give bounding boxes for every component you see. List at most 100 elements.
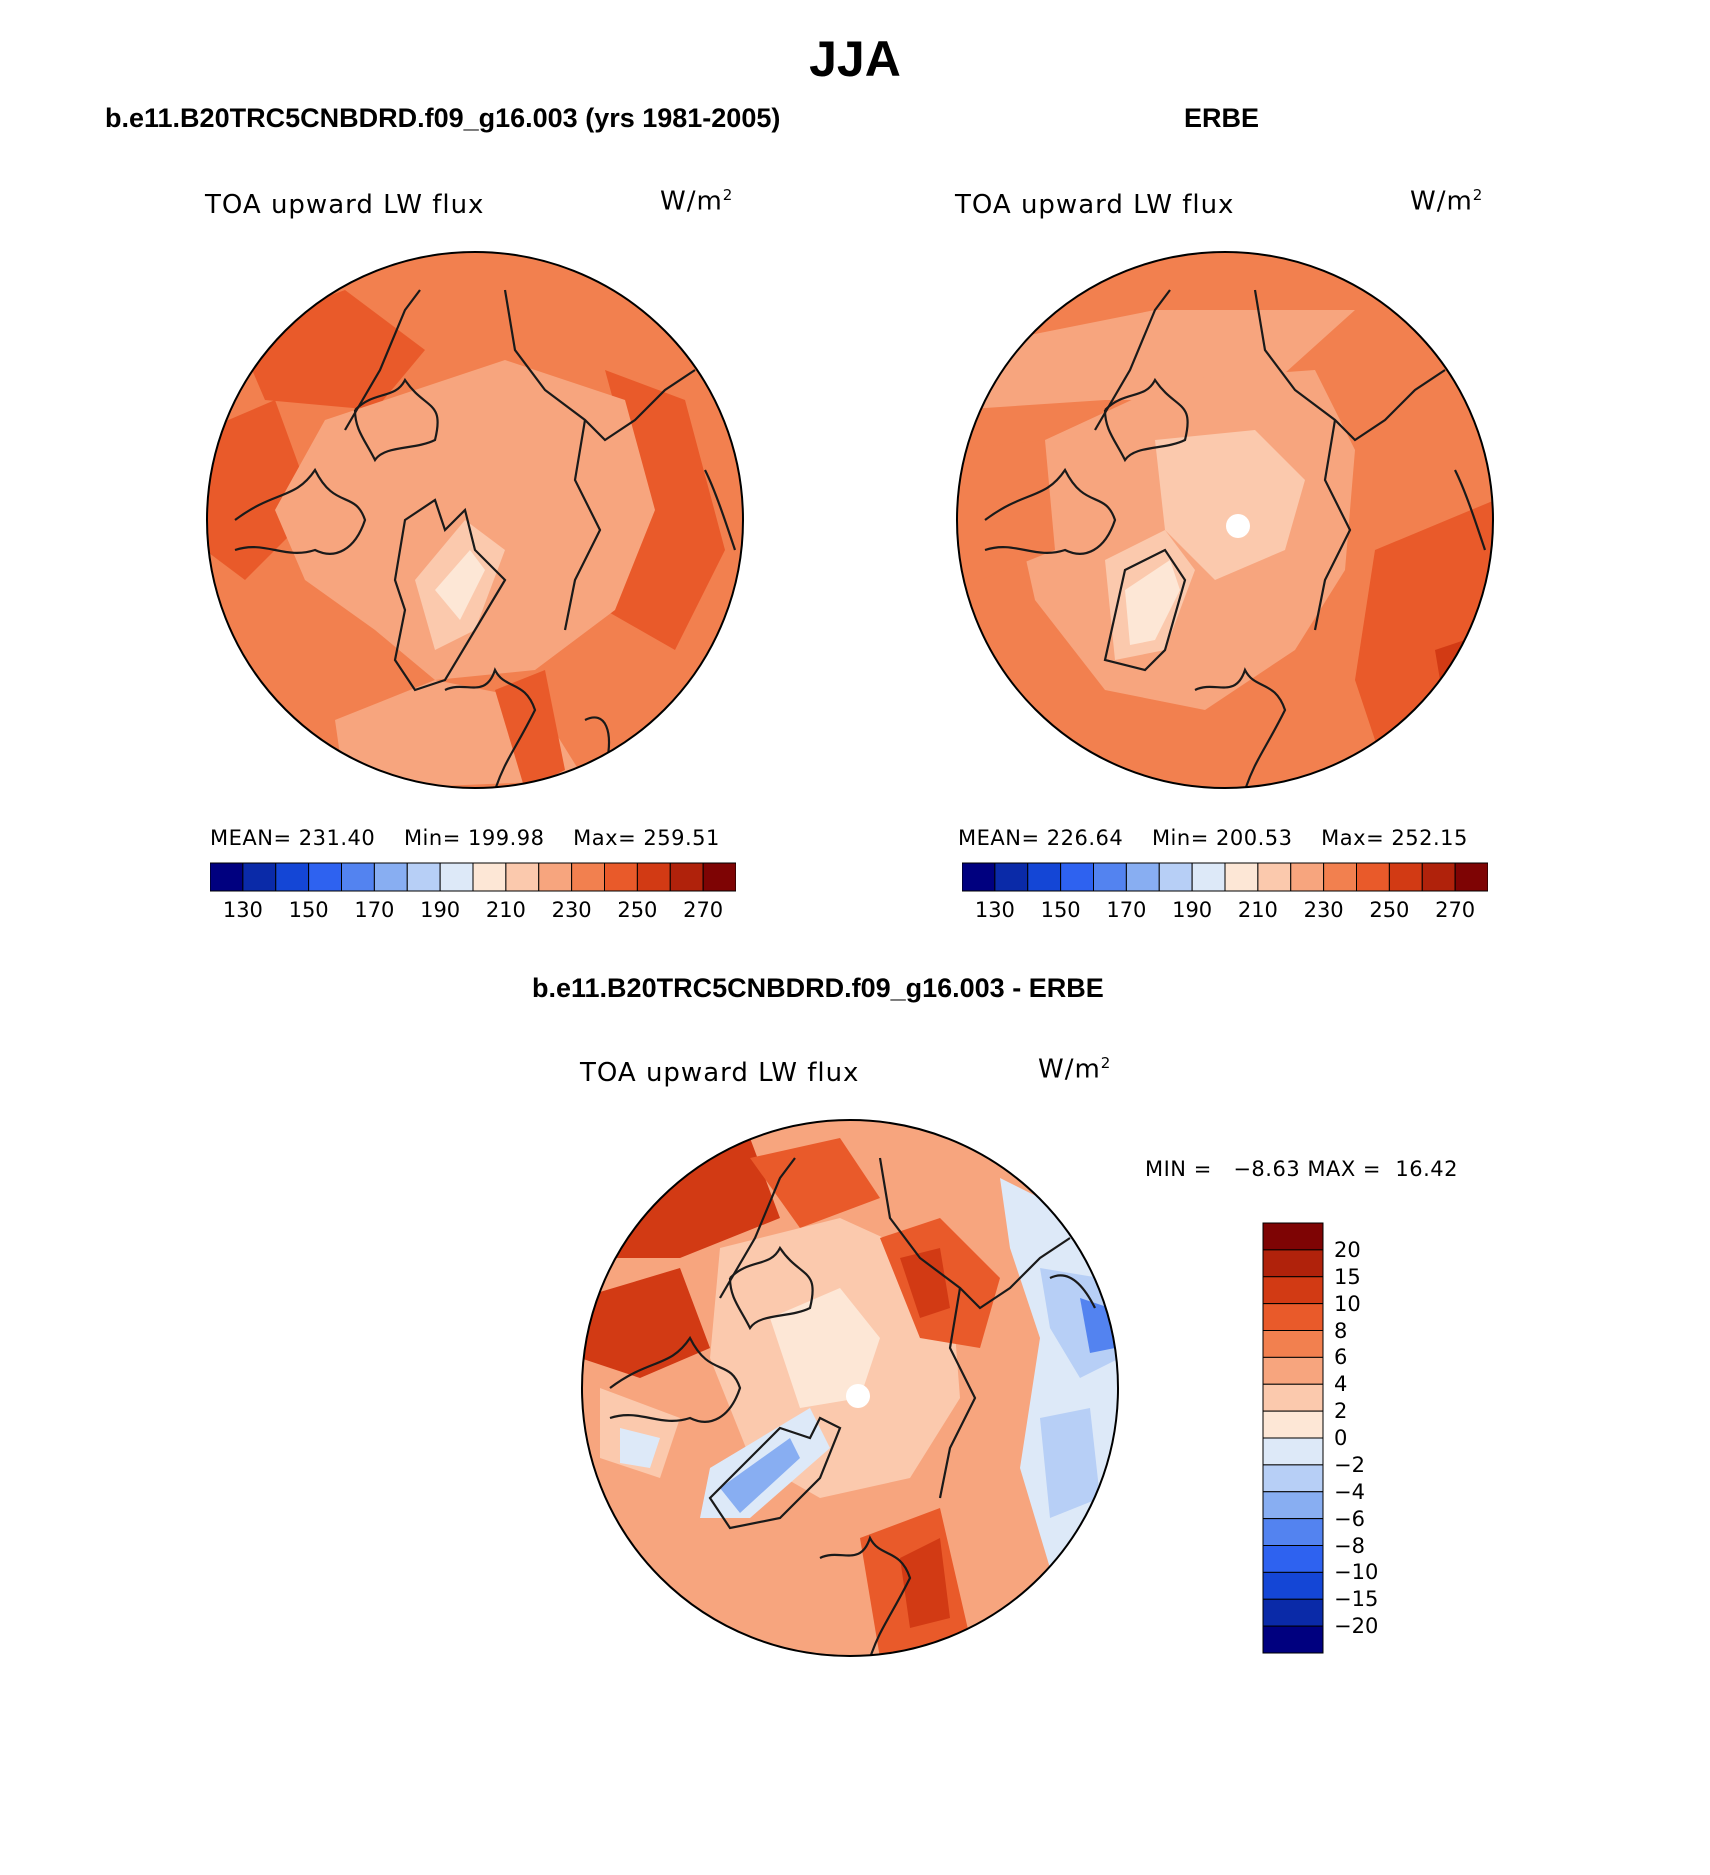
colorbar-swatch (1262, 1464, 1324, 1493)
colorbar-swatch (1262, 1356, 1324, 1385)
colorbar-tick-label: −8 (1334, 1533, 1365, 1558)
colorbar-swatch (1257, 862, 1292, 892)
colorbar-swatch (439, 862, 474, 892)
colorbar-swatch (1421, 862, 1456, 892)
panel-model-mean: 231.40 (298, 826, 376, 850)
colorbar-swatch (1262, 1491, 1324, 1520)
colorbar-tick-label: 130 (222, 898, 263, 922)
colorbar-swatch (1262, 1625, 1324, 1654)
colorbar-swatch (1262, 1571, 1324, 1600)
colorbar-tick-label: 8 (1334, 1318, 1348, 1343)
panel-diff-stats: MIN = −8.63 MAX = 16.42 (1145, 1157, 1459, 1181)
colorbar-swatch (636, 862, 671, 892)
colorbar-swatch (1262, 1598, 1324, 1627)
colorbar-swatch (1224, 862, 1259, 892)
colorbar-swatch (604, 862, 638, 892)
panel-model-units: W/m2 (660, 186, 734, 217)
colorbar-tick-label: −20 (1334, 1614, 1379, 1639)
colorbar-tick-label: −15 (1334, 1587, 1379, 1612)
panel-model-variable-label: TOA upward LW flux (205, 190, 485, 220)
colorbar-swatch (1027, 862, 1062, 892)
colorbar-tick-label: −10 (1334, 1560, 1379, 1585)
colorbar-tick-label: 270 (683, 898, 724, 922)
colorbar-swatch (994, 862, 1029, 892)
colorbar-tick-label: 6 (1334, 1345, 1348, 1370)
colorbar-swatch (1454, 862, 1488, 892)
panel-diff-max: 16.42 (1395, 1157, 1459, 1181)
colorbar-swatch (1262, 1545, 1324, 1573)
panel-obs-mean: 226.64 (1046, 826, 1124, 850)
colorbar-tick-label: 230 (1303, 898, 1344, 922)
panel-diff-colorbar (1262, 1222, 1324, 1654)
colorbar-swatch (1191, 862, 1226, 892)
colorbar-swatch (1158, 862, 1193, 892)
panel-obs-header: ERBE (1184, 103, 1260, 133)
panel-diff-variable-label: TOA upward LW flux (580, 1058, 860, 1088)
colorbar-swatch (669, 862, 704, 892)
colorbar-swatch (1262, 1518, 1324, 1547)
colorbar-tick-label: 10 (1334, 1291, 1361, 1316)
colorbar-swatch (1262, 1303, 1324, 1332)
colorbar-swatch (373, 862, 408, 892)
colorbar-tick-label: 250 (1369, 898, 1410, 922)
colorbar-swatch (1262, 1249, 1324, 1278)
colorbar-swatch (1093, 862, 1127, 892)
colorbar-tick-label: 190 (1172, 898, 1213, 922)
colorbar-swatch (1323, 862, 1358, 892)
colorbar-tick-label: 150 (1040, 898, 1081, 922)
colorbar-tick-label: 210 (1237, 898, 1278, 922)
colorbar-tick-label: −6 (1334, 1506, 1365, 1531)
panel-model-map (206, 251, 744, 789)
panel-model-colorbar (210, 862, 736, 892)
panel-obs-units: W/m2 (1410, 186, 1484, 217)
colorbar-tick-label: 170 (1106, 898, 1147, 922)
panel-obs-stats: MEAN= 226.64 Min= 200.53 Max= 252.15 (958, 826, 1468, 850)
colorbar-tick-label: 210 (485, 898, 526, 922)
panel-model-min: 199.98 (467, 826, 545, 850)
colorbar-swatch (571, 862, 606, 892)
colorbar-tick-label: 4 (1334, 1372, 1348, 1397)
colorbar-swatch (962, 862, 996, 892)
colorbar-tick-label: 270 (1435, 898, 1476, 922)
colorbar-swatch (1262, 1330, 1324, 1358)
colorbar-swatch (702, 862, 736, 892)
colorbar-swatch (341, 862, 375, 892)
panel-diff-header: b.e11.B20TRC5CNBDRD.f09_g16.003 - ERBE (532, 973, 1104, 1003)
colorbar-swatch (406, 862, 441, 892)
panel-model-max: 259.51 (643, 826, 720, 850)
colorbar-swatch (210, 862, 244, 892)
panel-model-stats: MEAN= 231.40 Min= 199.98 Max= 259.51 (210, 826, 720, 850)
colorbar-swatch (1125, 862, 1160, 892)
colorbar-swatch (1262, 1222, 1324, 1251)
figure-title: JJA (809, 31, 901, 87)
panel-obs-max: 252.15 (1391, 826, 1468, 850)
colorbar-tick-label: 150 (288, 898, 329, 922)
colorbar-swatch (1060, 862, 1095, 892)
panel-model-header: b.e11.B20TRC5CNBDRD.f09_g16.003 (yrs 198… (105, 103, 781, 133)
colorbar-swatch (1356, 862, 1390, 892)
colorbar-tick-label: 230 (551, 898, 592, 922)
colorbar-tick-label: 15 (1334, 1264, 1361, 1289)
colorbar-tick-label: 130 (974, 898, 1015, 922)
panel-obs-colorbar-ticks: 130 150 170 190 210 230 250 270 (962, 898, 1488, 924)
colorbar-tick-label: 190 (420, 898, 461, 922)
colorbar-swatch (472, 862, 507, 892)
colorbar-swatch (242, 862, 277, 892)
colorbar-swatch (538, 862, 573, 892)
colorbar-swatch (1262, 1410, 1324, 1439)
colorbar-swatch (308, 862, 343, 892)
panel-obs-colorbar (962, 862, 1488, 892)
colorbar-swatch (1388, 862, 1423, 892)
panel-diff-min: −8.63 (1233, 1157, 1301, 1181)
colorbar-tick-label: 0 (1334, 1426, 1348, 1450)
colorbar-swatch (1262, 1276, 1324, 1305)
colorbar-swatch (1290, 862, 1325, 892)
colorbar-tick-label: 170 (354, 898, 395, 922)
panel-obs-variable-label: TOA upward LW flux (955, 190, 1235, 220)
panel-obs-map (956, 251, 1494, 789)
colorbar-swatch (505, 862, 540, 892)
colorbar-tick-label: −4 (1334, 1479, 1365, 1504)
colorbar-swatch (1262, 1437, 1324, 1466)
colorbar-tick-label: −2 (1334, 1452, 1365, 1477)
colorbar-tick-label: 250 (617, 898, 658, 922)
